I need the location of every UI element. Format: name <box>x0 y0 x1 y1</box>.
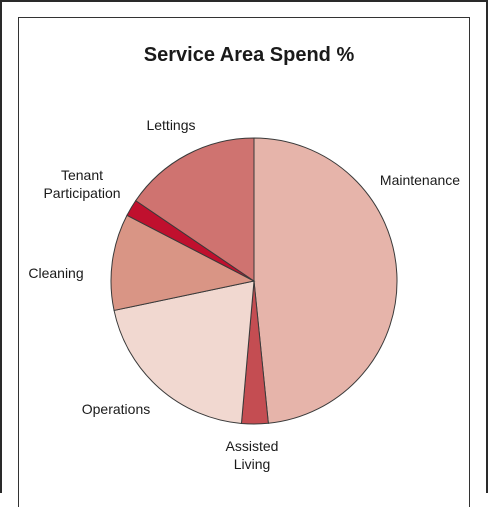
pie-slice-lettings <box>135 137 255 282</box>
chart-title: Service Area Spend % <box>144 44 355 66</box>
pie-slice-maintenance <box>253 137 398 424</box>
slice-label-tenant-participation: Tenant Participation <box>43 167 120 201</box>
pie-slice-cleaning <box>110 214 256 312</box>
slice-label-lettings: Lettings <box>146 117 195 133</box>
slice-label-operations: Operations <box>82 401 150 417</box>
slice-label-assisted-living: Assisted Living <box>226 438 279 472</box>
slice-label-cleaning: Cleaning <box>28 265 83 281</box>
slice-labels: Maintenance Assisted Living Operations Clean… <box>28 117 460 472</box>
pie-slices <box>110 137 398 425</box>
slice-label-maintenance: Maintenance <box>380 172 460 188</box>
pie-chart: Service Area Spend % Maintenance Assisted… <box>28 44 460 472</box>
pie-slice-operations <box>113 280 255 424</box>
